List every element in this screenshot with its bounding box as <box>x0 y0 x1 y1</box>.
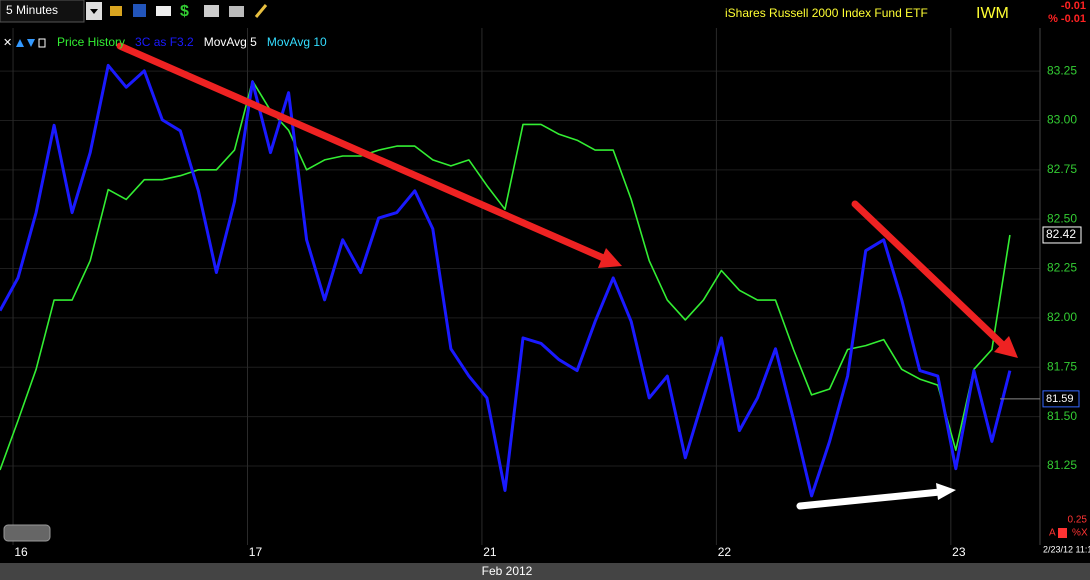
y-tick-label: 81.50 <box>1047 409 1077 423</box>
symbol: IWM <box>976 5 1009 22</box>
annotations <box>116 42 1018 510</box>
lock-icon[interactable] <box>110 6 122 16</box>
plot <box>0 63 1012 498</box>
x-tick-label: 17 <box>249 545 263 559</box>
legend: Price History 3C as F3.2 MovAvg 5 MovAvg 10 <box>57 35 327 49</box>
y-tick-label: 82.75 <box>1047 162 1077 176</box>
arrow <box>851 200 1009 351</box>
last-price-box <box>1042 226 1082 244</box>
close-icon[interactable]: ✕ <box>3 37 12 49</box>
arrow <box>116 42 612 264</box>
month-bar <box>0 563 1090 580</box>
arrowhead <box>994 336 1018 358</box>
mail-icon[interactable] <box>156 6 171 16</box>
up-icon[interactable] <box>16 39 24 47</box>
arrow <box>796 488 944 510</box>
month-label: Feb 2012 <box>482 564 533 578</box>
y-tick-label: 81.75 <box>1047 359 1077 373</box>
y-tick-label: 83.00 <box>1047 113 1077 127</box>
last-price-label: 82.42 <box>1046 227 1076 241</box>
toolbar: 5 Minutes $ <box>0 0 268 23</box>
change-pct: % -0.01 <box>1048 13 1086 25</box>
legend-entry: Price History <box>57 35 125 49</box>
arrowhead <box>598 248 622 268</box>
scale-buttons: A % X <box>1049 528 1088 539</box>
series-line <box>0 80 1011 471</box>
scale-note: 0.25 <box>1068 515 1088 526</box>
dollar-icon[interactable]: $ <box>180 3 189 20</box>
y-tick-label: 83.25 <box>1047 63 1077 77</box>
down-icon[interactable] <box>27 39 35 47</box>
chart-title: iShares Russell 2000 Index Fund ETF <box>725 6 928 20</box>
x-tick-label: 16 <box>14 545 28 559</box>
pin-icon[interactable] <box>38 38 46 48</box>
close-scale-button[interactable]: % <box>1072 528 1081 539</box>
pencil-icon[interactable] <box>254 4 268 18</box>
y-tick-label: 82.50 <box>1047 211 1077 225</box>
interval: 5 Minutes <box>6 3 58 17</box>
save-icon[interactable] <box>133 4 146 17</box>
timestamp: 2/23/12 11:15 <box>1043 544 1090 554</box>
interval-box[interactable] <box>0 0 85 23</box>
change: -0.01 <box>1061 0 1086 12</box>
pct-button[interactable] <box>1058 528 1067 538</box>
legend-entry: 3C as F3.2 <box>135 35 194 49</box>
scroll-button[interactable] <box>3 524 51 542</box>
auto-button[interactable]: A <box>1049 528 1056 539</box>
y-tick-label: 82.00 <box>1047 310 1077 324</box>
legend-entry: MovAvg 5 <box>204 35 257 49</box>
marker-label: 81.59 <box>1046 393 1074 405</box>
x-button[interactable]: X <box>1081 528 1088 539</box>
y-tick-label: 81.25 <box>1047 458 1077 472</box>
window-icon[interactable] <box>229 6 244 17</box>
y-tick-label: 82.25 <box>1047 261 1077 275</box>
series-line <box>0 63 1012 498</box>
legend-icons: ✕ <box>3 37 46 49</box>
x-tick-label: 21 <box>483 545 497 559</box>
print-icon[interactable] <box>204 5 219 17</box>
legend-entry: MovAvg 10 <box>267 35 327 49</box>
dropdown-icon <box>90 9 98 14</box>
x-tick-label: 23 <box>952 545 966 559</box>
x-tick-label: 22 <box>718 545 732 559</box>
arrowhead <box>936 483 956 500</box>
marker-box <box>1042 390 1080 408</box>
